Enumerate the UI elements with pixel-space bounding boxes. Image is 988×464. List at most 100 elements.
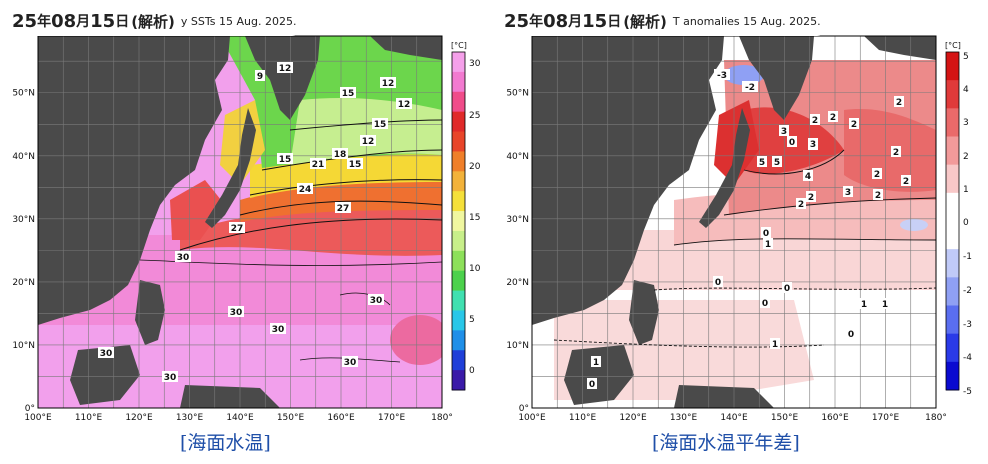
contour-lines	[553, 149, 936, 348]
colorbar-tick-label: 0	[963, 218, 969, 228]
x-tick-label: 130°E	[670, 413, 698, 423]
contour-label-bg	[229, 222, 245, 233]
contour-label: 15	[279, 155, 292, 165]
colorbar-swatch	[452, 270, 465, 292]
colorbar-unit: [°C]	[945, 41, 961, 50]
contour-label-bg	[591, 356, 601, 367]
colorbar-swatch	[946, 361, 959, 391]
contour-label: 12	[398, 100, 411, 110]
contour-label: 15	[349, 160, 362, 170]
date-year: 25	[12, 10, 38, 32]
contour-label: 2	[875, 191, 881, 201]
colorbar-tick-label: 25	[469, 111, 480, 121]
panel-caption: [海面水温]	[180, 432, 271, 454]
x-tick-label: 170°E	[378, 413, 406, 423]
colorbar: [°C]5 4 3 2 1 0 -1 -2 -3 -4 -5	[945, 41, 972, 397]
colorbar-swatch	[946, 52, 959, 81]
land-asia	[532, 36, 724, 325]
contour-label-bg	[270, 323, 286, 334]
contour-label: 2	[830, 113, 836, 123]
contour-label: 0	[762, 299, 768, 309]
land-philippines	[135, 280, 165, 345]
date-month: 08	[51, 10, 77, 32]
contour-label-bg	[297, 183, 313, 194]
y-tick-label: 50°N	[12, 89, 35, 99]
contour-label: 2	[798, 200, 804, 210]
contour-label: 0	[589, 380, 595, 390]
contour-label-bg	[332, 148, 348, 159]
colorbar-tick-label: 20	[469, 162, 481, 172]
contour-label: 30	[272, 325, 285, 335]
x-tick-label: 180°	[925, 413, 947, 423]
contour-label-bg	[347, 158, 363, 169]
y-tick-label: 10°N	[12, 341, 35, 351]
contour-label: 1	[593, 358, 599, 368]
contour-label: 2	[812, 116, 818, 126]
contour-label-bg	[803, 170, 813, 181]
contour-label: 30	[230, 308, 243, 318]
colorbar-tick-label: 0	[469, 366, 475, 376]
contour-label: 3	[810, 140, 816, 150]
contour-label: 4	[805, 172, 811, 182]
contour-label-bg	[894, 96, 904, 107]
land-borneo	[70, 345, 140, 405]
contour-label: 21	[312, 160, 325, 170]
contour-label-bg	[277, 62, 293, 73]
colorbar-tick-label: 3	[963, 118, 969, 128]
x-tick-label: 140°E	[226, 413, 254, 423]
colorbar-swatch	[452, 151, 465, 172]
map-subtitle: y SSTs 15 Aug. 2025.	[180, 14, 297, 28]
x-tick-label: 130°E	[176, 413, 204, 423]
contour-label-bg	[335, 202, 351, 213]
date-note: (解析)	[131, 12, 175, 31]
date-month: 08	[543, 10, 569, 32]
contour-label-bg	[810, 114, 820, 125]
land-kamchatka	[739, 36, 814, 120]
colorbar-swatch	[452, 250, 465, 272]
colorbar-swatch	[452, 370, 465, 391]
colorbar-swatch	[946, 80, 959, 109]
date-tab: 25 年 08 月 15 日 (解析) T anomalies 15 Aug. …	[500, 6, 829, 36]
contour-label: 9	[257, 72, 263, 82]
date-tab: 25 年 08 月 15 日 (解析) y SSTs 15 Aug. 2025.	[8, 6, 305, 36]
contour-label-bg	[714, 69, 730, 80]
contour-label: 2	[896, 98, 902, 108]
land-newguinea	[674, 385, 774, 408]
colorbar-tick-label: 1	[963, 185, 969, 195]
contour-label: 5	[774, 158, 780, 168]
x-tick-label: 160°E	[327, 413, 355, 423]
x-tick-label: 150°E	[277, 413, 305, 423]
x-tick-label: 180°	[431, 413, 453, 423]
contour-label-bg	[310, 158, 326, 169]
contour-label: 30	[177, 253, 190, 263]
land-kamchatka	[245, 36, 320, 120]
y-tick-label: 40°N	[12, 152, 35, 162]
land-philippines	[629, 280, 659, 345]
map-frame	[531, 35, 937, 409]
colorbar-swatch	[452, 52, 465, 73]
land-borneo	[564, 345, 634, 405]
contour-label: 30	[344, 358, 357, 368]
contour-label-bg	[98, 347, 114, 358]
colorbar-swatch	[452, 211, 465, 232]
east-china-sea	[170, 180, 225, 240]
colorbar-tick-label: 5	[469, 315, 475, 325]
contour-label-bg	[808, 138, 818, 149]
y-tick-label: 0°	[25, 404, 35, 414]
colorbar-swatch	[452, 191, 465, 212]
y-tick-label: 30°N	[12, 215, 35, 225]
cool-anomaly-east	[900, 219, 928, 231]
colorbar-swatch	[946, 277, 959, 306]
colorbar-frame	[945, 51, 960, 391]
colorbar-swatch	[946, 136, 959, 166]
x-tick-label: 110°E	[569, 413, 597, 423]
colorbar-swatch	[452, 91, 465, 113]
contour-label: 0	[789, 138, 795, 148]
colorbar-swatch	[452, 350, 465, 371]
date-year-unit: 年	[37, 14, 52, 30]
contour-label-bg	[372, 118, 388, 129]
contour-label-bg	[859, 298, 869, 309]
x-tick-label: 100°E	[518, 413, 546, 423]
y-tick-label: 10°N	[506, 341, 529, 351]
